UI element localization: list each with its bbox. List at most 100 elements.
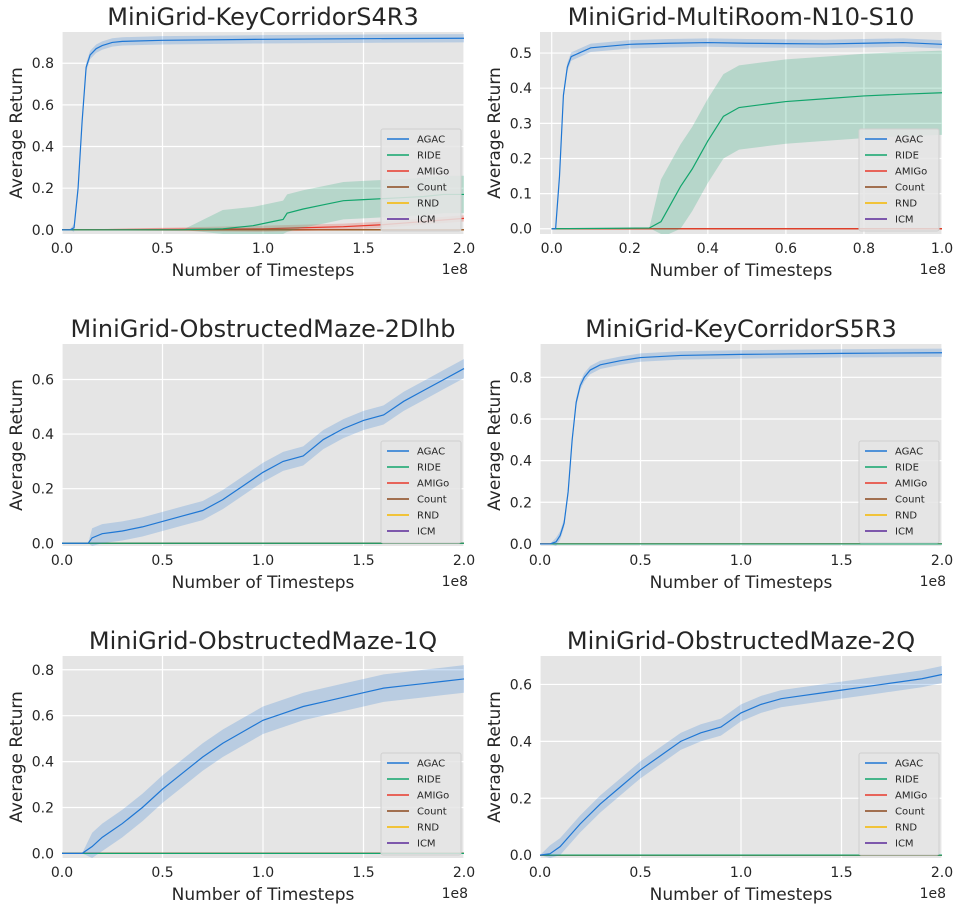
legend-label-amigo: AMIGo [417,167,449,178]
x-tick-label: 0.5 [629,553,651,569]
legend-label-icm: ICM [895,215,914,226]
y-tick-label: 0.4 [32,140,54,156]
y-tick-label: 0.6 [32,98,54,114]
series-band-ride [62,175,464,234]
x-tick-label: 1.0 [730,865,752,881]
x-tick-label: 1.0 [931,241,953,257]
x-tick-label: 2.0 [453,865,475,881]
x-tick-label: 2.0 [931,553,953,569]
chart-panel-6: 0.0 0.5 1.0 1.5 2.0 0.0 0.2 0.4 0.6 1e8 Number of … [485,627,953,905]
x-tick-label: 1.5 [352,865,374,881]
legend-label-count: Count [895,807,925,818]
y-tick-label: 0.6 [32,709,54,725]
legend: AGAC RIDE AMIGo Count RND ICM [380,128,462,232]
y-tick-label: 0.1 [510,187,532,203]
legend-label-agac: AGAC [417,135,445,146]
x-tick-label: 0.0 [51,241,73,257]
chart-title: MiniGrid-KeyCorridorS5R3 [585,315,896,343]
series-band-ride [551,50,942,235]
y-axis-label: Average Return [7,379,27,511]
legend-label-icm: ICM [895,839,914,850]
series-band-agac [540,665,942,858]
legend-label-rnd: RND [895,199,917,210]
series-line-agac [551,41,943,230]
legend-label-count: Count [417,807,447,818]
x-tick-label: 0.5 [151,241,173,257]
legend-label-count: Count [417,183,447,194]
legend: AGAC RIDE AMIGo Count RND ICM [380,752,462,856]
legend-label-ride: RIDE [895,775,919,786]
chart-title: MiniGrid-ObstructedMaze-2Dlhb [71,315,456,343]
legend-label-rnd: RND [895,823,917,834]
legend-label-count: Count [417,495,447,506]
x-tick-label: 0.0 [51,865,73,881]
x-axis-label: Number of Timesteps [172,573,355,593]
x-tick-label: 2.0 [453,553,475,569]
legend-label-ride: RIDE [417,463,441,474]
x-tick-label: 1.0 [730,553,752,569]
x-tick-label: 2.0 [453,241,475,257]
x-tick-label: 0.5 [629,865,651,881]
legend-label-amigo: AMIGo [895,791,927,802]
legend-label-agac: AGAC [895,447,923,458]
y-tick-label: 0.2 [510,151,532,167]
legend-label-ride: RIDE [895,463,919,474]
x-tick-label: 0.0 [541,241,563,257]
x-tick-label: 1.5 [830,553,852,569]
y-tick-label: 0.4 [32,427,54,443]
x-axis-label: Number of Timesteps [172,885,355,905]
legend-label-agac: AGAC [895,759,923,770]
y-tick-label: 0.8 [32,663,54,679]
x-tick-label: 1.5 [830,865,852,881]
x-tick-label: 2.0 [931,865,953,881]
y-tick-label: 0.5 [510,46,532,62]
y-axis-label: Average Return [485,379,505,511]
x-tick-label: 1.5 [352,241,374,257]
y-tick-label: 0.6 [510,412,532,428]
x-axis-multiplier: 1e8 [920,574,946,590]
series-line-ride [551,92,943,230]
legend-label-amigo: AMIGo [895,479,927,490]
y-tick-label: 0.4 [32,755,54,771]
y-tick-label: 0.2 [510,791,532,807]
x-tick-label: 0.2 [619,241,641,257]
x-tick-label: 1.0 [252,865,274,881]
chart-panel-2: 0.0 0.2 0.4 0.6 0.8 1.0 0.0 0.1 0.2 0.3 0.4 0.5 1e8 N… [485,3,953,281]
chart-panel-5: 0.0 0.5 1.0 1.5 2.0 0.0 0.2 0.4 0.6 0.8 1e8 Number … [7,627,475,905]
legend-label-amigo: AMIGo [417,479,449,490]
legend-label-icm: ICM [895,527,914,538]
x-tick-label: 1.0 [252,241,274,257]
x-axis-label: Number of Timesteps [650,261,833,281]
x-tick-label: 0.6 [775,241,797,257]
legend-label-icm: ICM [417,527,436,538]
legend-label-amigo: AMIGo [417,791,449,802]
legend-label-count: Count [895,183,925,194]
y-tick-label: 0.6 [32,372,54,388]
series-band-amigo [62,215,464,232]
legend-label-rnd: RND [417,199,439,210]
y-tick-label: 0.8 [510,370,532,386]
legend: AGAC RIDE AMIGo Count RND ICM [380,440,462,544]
y-tick-label: 0.2 [32,181,54,197]
legend-label-rnd: RND [417,511,439,522]
series-line-agac [62,678,465,855]
legend-label-rnd: RND [895,511,917,522]
chart-title: MiniGrid-KeyCorridorS4R3 [107,3,418,31]
y-tick-label: 0.4 [510,734,532,750]
legend-label-agac: AGAC [895,135,923,146]
legend-label-agac: AGAC [417,447,445,458]
series-line-agac [540,352,943,545]
x-axis-multiplier: 1e8 [442,886,468,902]
y-tick-label: 0.0 [32,536,54,552]
y-axis-label: Average Return [485,67,505,199]
x-tick-label: 0.0 [529,865,551,881]
x-tick-label: 0.5 [151,865,173,881]
y-axis-label: Average Return [485,691,505,823]
legend: AGAC RIDE AMIGo Count RND ICM [858,440,940,544]
x-tick-label: 0.0 [529,553,551,569]
series-line-agac [62,37,465,231]
x-axis-multiplier: 1e8 [920,262,946,278]
legend-label-icm: ICM [417,839,436,850]
y-tick-label: 0.0 [510,537,532,553]
